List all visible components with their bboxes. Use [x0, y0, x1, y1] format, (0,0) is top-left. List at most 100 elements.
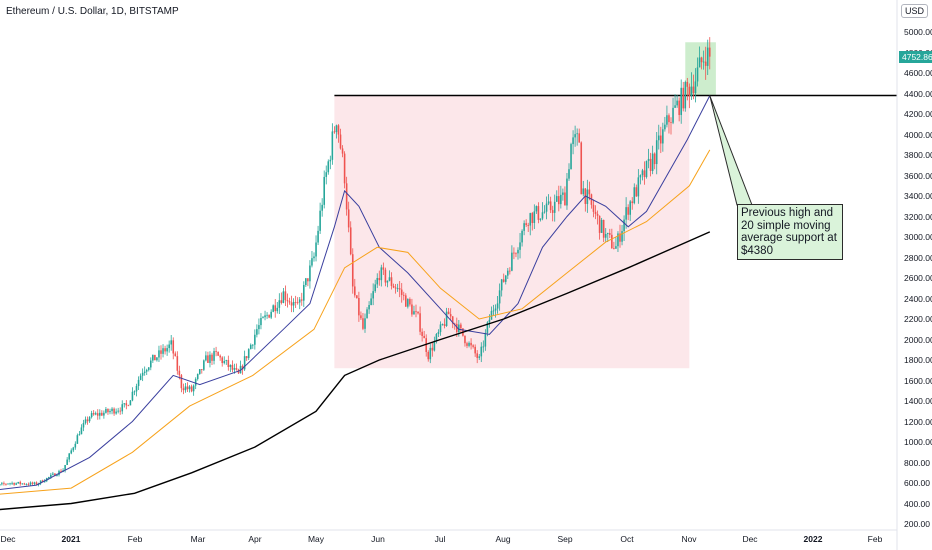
candle-body: [176, 356, 179, 371]
candle-body: [343, 153, 346, 184]
candle-body: [209, 354, 211, 363]
currency-button[interactable]: USD: [900, 4, 928, 18]
price-axis-tick: 4400.00: [904, 88, 932, 99]
candle-body: [490, 310, 493, 320]
candle-body: [107, 408, 109, 413]
candle-body: [627, 207, 629, 215]
candle-body: [651, 153, 654, 171]
candle-body: [500, 279, 503, 291]
candle-body: [356, 295, 358, 299]
price-axis-tick: 4000.00: [904, 129, 932, 140]
candle-body: [139, 375, 142, 380]
candle-body: [384, 269, 387, 283]
price-axis-tick: 3200.00: [904, 211, 932, 222]
candle-body: [229, 364, 232, 367]
candle-body: [13, 482, 15, 485]
candle-body: [137, 379, 140, 387]
candle-body: [270, 311, 272, 318]
price-axis-tick: 200.00: [904, 519, 930, 529]
candle-body: [594, 211, 597, 214]
candle-body: [152, 354, 154, 361]
candle-body: [245, 356, 248, 359]
price-axis-tick: 3800.00: [904, 150, 932, 160]
candle-body: [131, 391, 134, 401]
price-axis-tick: 2600.00: [904, 273, 932, 283]
time-axis-tick: Nov: [681, 534, 697, 544]
candle-body: [415, 311, 417, 313]
candle-body: [264, 315, 266, 318]
candle-body: [290, 302, 293, 306]
candle-body: [545, 203, 548, 212]
candle-body: [390, 277, 393, 286]
candle-body: [662, 129, 664, 144]
candle-body: [664, 124, 666, 130]
candle-body: [541, 212, 544, 219]
candle-body: [639, 175, 642, 178]
candle-body: [470, 342, 472, 346]
candle-body: [447, 311, 450, 315]
price-axis-tick: 1200.00: [904, 416, 932, 427]
candle-body: [413, 311, 415, 315]
candle-body: [96, 413, 99, 416]
candle-body: [555, 196, 558, 202]
candle-body: [278, 300, 281, 308]
candle-body: [60, 470, 62, 472]
candle-body: [598, 215, 601, 233]
candle-body: [372, 291, 374, 299]
candle-body: [684, 81, 687, 109]
annotation-callout[interactable]: Previous high and 20 simple moving avera…: [737, 204, 843, 260]
candle-body: [294, 301, 297, 303]
candle-body: [649, 158, 652, 171]
candle-body: [492, 310, 495, 312]
candle-body: [456, 323, 458, 333]
candle-body: [645, 160, 648, 178]
candle-body: [443, 324, 446, 327]
candle-body: [535, 206, 538, 212]
time-axis-tick: Mar: [190, 534, 206, 544]
candle-body: [233, 368, 236, 370]
candle-body: [33, 482, 36, 484]
candle-body: [600, 219, 603, 233]
candle-body: [396, 288, 399, 289]
candle-body: [129, 400, 132, 406]
candle-body: [254, 334, 256, 345]
annotation-pointer: [709, 95, 753, 206]
candle-body: [41, 480, 44, 483]
candle-body: [276, 307, 279, 312]
candle-body: [117, 410, 119, 412]
candle-body: [360, 315, 362, 319]
candle-body: [488, 319, 491, 323]
candle-body: [515, 253, 517, 255]
candle-body: [484, 332, 487, 347]
candle-body: [21, 483, 24, 485]
candle-body: [249, 344, 252, 350]
candle-body: [409, 299, 411, 305]
candle-body: [160, 350, 162, 354]
candle-body: [553, 201, 556, 213]
candle-body: [86, 419, 89, 422]
candle-body: [272, 305, 274, 312]
candle-body: [606, 233, 609, 235]
candle-body: [513, 252, 515, 254]
candle-body: [478, 356, 481, 358]
candle-body: [247, 349, 250, 359]
candle-body: [52, 473, 54, 475]
candle-body: [539, 218, 542, 220]
candle-body: [435, 333, 438, 342]
candle-body: [543, 211, 546, 213]
price-axis-tick: 1000.00: [904, 437, 932, 447]
candle-body: [549, 201, 552, 211]
candle-body: [274, 305, 277, 312]
candle-body: [205, 355, 207, 361]
candle-body: [425, 338, 427, 352]
candle-body: [633, 187, 636, 204]
time-axis-tick: Dec: [742, 534, 758, 544]
candle-body: [692, 86, 695, 94]
sma20-line: [0, 95, 711, 490]
candle-body: [445, 311, 448, 327]
candle-body: [166, 348, 168, 352]
candle-body: [145, 369, 148, 372]
candle-body: [576, 133, 578, 135]
candle-body: [9, 483, 11, 485]
candle-body: [111, 408, 113, 412]
